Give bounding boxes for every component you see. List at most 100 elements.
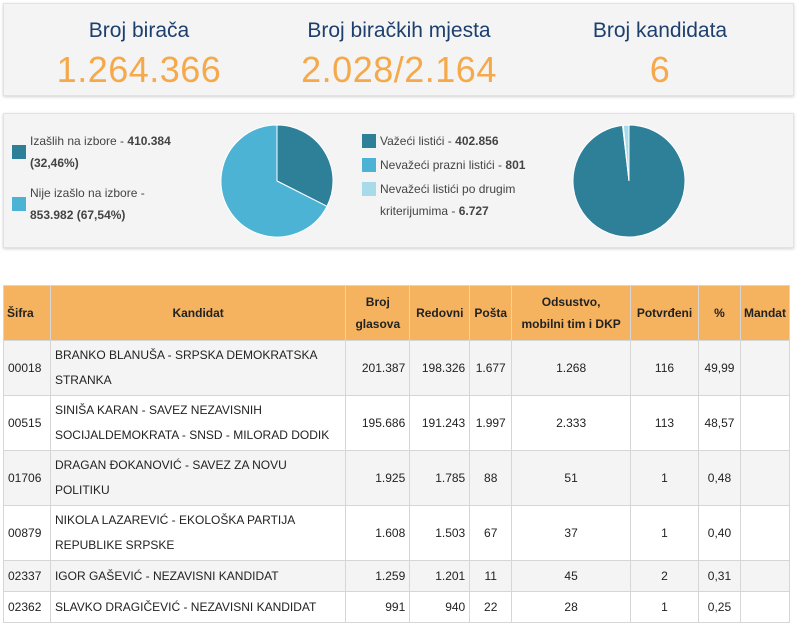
cell-odsustvo: 37 xyxy=(511,505,631,561)
cell-broj-glasova: 1.259 xyxy=(345,560,411,592)
stat-voters-value: 1.264.366 xyxy=(56,49,222,90)
legend-swatch-invalid-other xyxy=(362,182,376,196)
cell-sifra: 00879 xyxy=(3,505,51,561)
legend-swatch-invalid-blank xyxy=(362,158,376,172)
legend-percent-voted: (32,46%) xyxy=(30,156,79,170)
header-odsustvo-line2: mobilni tim i DKP xyxy=(521,317,621,331)
legend-value-invalid-other: 6.727 xyxy=(458,204,489,218)
cell-sifra: 00515 xyxy=(3,395,51,451)
legend-swatch-not-voted xyxy=(12,197,26,211)
legend-item-invalid-blank: Nevažeći prazni listići - 801 xyxy=(362,154,562,176)
cell-procenat: 48,57 xyxy=(697,395,741,451)
header-posta[interactable]: Pošta xyxy=(469,285,513,341)
legend-label-valid: Važeći listići - xyxy=(380,134,452,148)
header-potvrdeni[interactable]: Potvrđeni xyxy=(630,285,699,341)
cell-kandidat-line2: STRANKA xyxy=(54,373,112,387)
cell-mandat xyxy=(739,591,791,623)
header-broj-glasova[interactable]: Broj glasova xyxy=(345,285,411,341)
cell-posta: 1.677 xyxy=(469,340,513,396)
legend-value-invalid-blank: 801 xyxy=(505,158,526,172)
stat-candidates-value: 6 xyxy=(649,49,671,90)
table-row[interactable]: 00018 BRANKO BLANUŠA - SRPSKA DEMOKRATSK… xyxy=(3,340,791,396)
cell-odsustvo: 1.268 xyxy=(511,340,631,396)
header-sifra[interactable]: Šifra xyxy=(3,285,51,341)
header-redovni[interactable]: Redovni xyxy=(409,285,471,341)
legend-value-valid: 402.856 xyxy=(455,134,499,148)
results-table: Šifra Kandidat Broj glasova Redovni Pošta… xyxy=(3,285,791,623)
legend-item-valid: Važeći listići - 402.856 xyxy=(362,130,562,152)
cell-procenat: 0,25 xyxy=(697,591,741,623)
turnout-legend: Izašlih na izbore - 410.384 (32,46%) Nij… xyxy=(12,130,202,226)
legend-swatch-voted xyxy=(12,145,26,159)
cell-posta: 22 xyxy=(469,591,513,623)
cell-potvrdeni: 2 xyxy=(630,560,699,592)
cell-procenat: 49,99 xyxy=(697,340,741,396)
cell-odsustvo: 51 xyxy=(511,450,631,506)
table-row[interactable]: 00879 NIKOLA LAZAREVIĆ - EKOLOŠKA PARTIJ… xyxy=(3,505,791,561)
cell-posta: 88 xyxy=(469,450,513,506)
cell-potvrdeni: 113 xyxy=(630,395,699,451)
legend-label-invalid-blank: Nevažeći prazni listići - xyxy=(380,158,503,172)
cell-kandidat: SINIŠA KARAN - SAVEZ NEZAVISNIH SOCIJALDE… xyxy=(49,395,347,451)
header-mandat[interactable]: Mandat xyxy=(739,285,791,341)
legend-swatch-valid xyxy=(362,134,376,148)
cell-odsustvo: 28 xyxy=(511,591,631,623)
header-odsustvo[interactable]: Odsustvo, mobilni tim i DKP xyxy=(511,285,631,341)
cell-broj-glasova: 195.686 xyxy=(345,395,411,451)
turnout-pie-slice-0[interactable] xyxy=(276,124,334,207)
cell-procenat: 0,31 xyxy=(697,560,741,592)
cell-kandidat-line2: POLITIKU xyxy=(54,483,110,497)
legend-label-voted: Izašlih na izbore - xyxy=(30,134,125,148)
cell-broj-glasova: 201.387 xyxy=(345,340,411,396)
cell-potvrdeni: 1 xyxy=(630,591,699,623)
cell-posta: 11 xyxy=(469,560,513,592)
cell-procenat: 0,48 xyxy=(697,450,741,506)
turnout-pie-slice-1[interactable] xyxy=(220,124,328,238)
cell-mandat xyxy=(739,395,791,451)
summary-stats-panel: Broj birača 1.264.366 Broj biračkih mjes… xyxy=(3,3,794,96)
cell-kandidat: SLAVKO DRAGIČEVIĆ - NEZAVISNI KANDIDAT xyxy=(49,591,347,623)
cell-broj-glasova: 1.608 xyxy=(345,505,411,561)
header-broj-line2: glasova xyxy=(355,317,401,331)
stat-polling-stations: Broj biračkih mjesta 2.028/2.164 xyxy=(289,4,509,91)
header-odsustvo-line1: Odsustvo, xyxy=(541,295,601,309)
cell-kandidat-line2: SOCIJALDEMOKRATA - SNSD - MILORAD DODIK xyxy=(54,428,330,442)
table-row[interactable]: 02362 SLAVKO DRAGIČEVIĆ - NEZAVISNI KAND… xyxy=(3,591,791,623)
cell-kandidat-line1: SINIŠA KARAN - SAVEZ NEZAVISNIH xyxy=(54,403,262,417)
turnout-panel: Izašlih na izbore - 410.384 (32,46%) Nij… xyxy=(3,113,794,248)
table-row[interactable]: 00515 SINIŠA KARAN - SAVEZ NEZAVISNIH SOC… xyxy=(3,395,791,451)
table-row[interactable]: 02337 IGOR GAŠEVIĆ - NEZAVISNI KANDIDAT … xyxy=(3,560,791,592)
cell-odsustvo: 45 xyxy=(511,560,631,592)
header-procenat[interactable]: % xyxy=(697,285,741,341)
cell-posta: 1.997 xyxy=(469,395,513,451)
cell-posta: 67 xyxy=(469,505,513,561)
cell-kandidat-line1: IGOR GAŠEVIĆ - NEZAVISNI KANDIDAT xyxy=(54,568,279,583)
cell-odsustvo: 2.333 xyxy=(511,395,631,451)
cell-mandat xyxy=(739,505,791,561)
cell-kandidat-line1: DRAGAN ĐOKANOVIĆ - SAVEZ ZA NOVU xyxy=(54,458,287,472)
cell-potvrdeni: 1 xyxy=(630,450,699,506)
cell-sifra: 02337 xyxy=(3,560,51,592)
cell-redovni: 1.785 xyxy=(409,450,471,506)
header-kandidat[interactable]: Kandidat xyxy=(49,285,347,341)
legend-label-not-voted: Nije izašlo na izbore - xyxy=(30,186,145,200)
cell-redovni: 940 xyxy=(409,591,471,623)
table-row[interactable]: 01706 DRAGAN ĐOKANOVIĆ - SAVEZ ZA NOVU PO… xyxy=(3,450,791,506)
ballots-pie-chart xyxy=(572,124,686,238)
cell-kandidat-line1: SLAVKO DRAGIČEVIĆ - NEZAVISNI KANDIDAT xyxy=(54,599,317,614)
stat-voters: Broj birača 1.264.366 xyxy=(39,4,239,91)
cell-kandidat: NIKOLA LAZAREVIĆ - EKOLOŠKA PARTIJA REPUB… xyxy=(49,505,347,561)
ballots-pie-slice-0[interactable] xyxy=(572,124,686,238)
legend-label-invalid-other-line2: kriterijumima - xyxy=(380,204,456,218)
cell-kandidat: BRANKO BLANUŠA - SRPSKA DEMOKRATSKA STRAN… xyxy=(49,340,347,396)
cell-potvrdeni: 116 xyxy=(630,340,699,396)
stat-polling-stations-label: Broj biračkih mjesta xyxy=(307,19,491,42)
cell-broj-glasova: 991 xyxy=(345,591,411,623)
cell-kandidat: DRAGAN ĐOKANOVIĆ - SAVEZ ZA NOVU POLITIKU xyxy=(49,450,347,506)
ballots-pie-slice-2[interactable] xyxy=(622,124,630,182)
legend-label-invalid-other: Nevažeći listići po drugim xyxy=(380,182,516,196)
cell-kandidat-line1: NIKOLA LAZAREVIĆ - EKOLOŠKA PARTIJA xyxy=(54,513,296,527)
stat-candidates: Broj kandidata 6 xyxy=(574,4,746,91)
cell-mandat xyxy=(739,340,791,396)
cell-redovni: 1.503 xyxy=(409,505,471,561)
